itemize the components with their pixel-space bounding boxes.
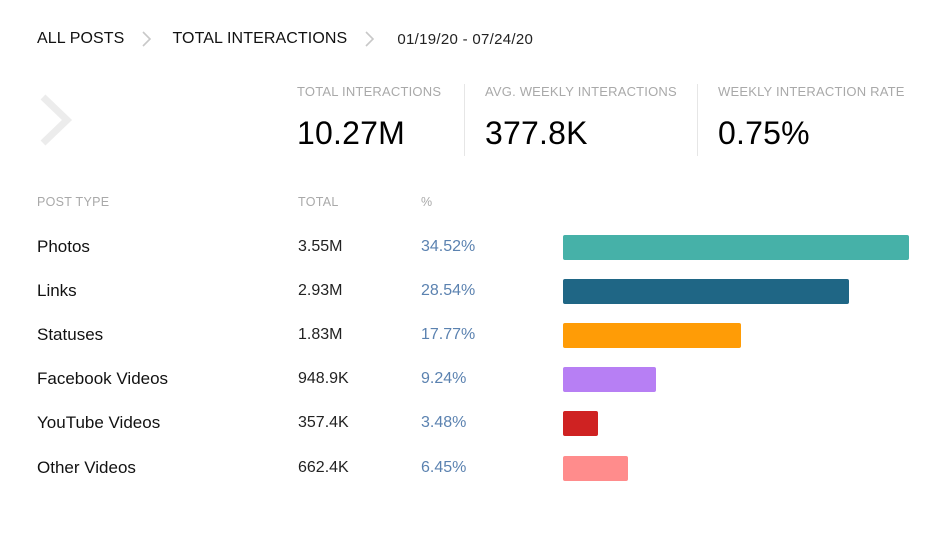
share-bar[interactable] — [563, 323, 742, 348]
column-header-total[interactable]: TOTAL — [298, 195, 339, 209]
percent-value: 3.48% — [421, 414, 467, 431]
metric-value: 0.75% — [718, 115, 810, 151]
metric-label: AVG. WEEKLY INTERACTIONS — [485, 84, 677, 99]
post-type-label: Statuses — [37, 325, 104, 344]
post-type-label: YouTube Videos — [37, 413, 161, 432]
table-row[interactable]: Other Videos 662.4K 6.45% — [0, 456, 942, 482]
breadcrumb-all-posts[interactable]: ALL POSTS — [37, 30, 125, 47]
table-row[interactable]: Photos 3.55M 34.52% — [0, 235, 942, 261]
post-type-label: Photos — [37, 237, 90, 256]
chevron-right-icon — [365, 31, 375, 47]
total-value: 357.4K — [298, 414, 349, 431]
chevron-right-icon[interactable] — [38, 92, 74, 148]
percent-value: 17.77% — [421, 326, 476, 343]
total-value: 662.4K — [298, 459, 349, 476]
metric-divider — [697, 84, 698, 156]
post-type-label: Other Videos — [37, 458, 136, 477]
metric-label: WEEKLY INTERACTION RATE — [718, 84, 905, 99]
percent-value: 34.52% — [421, 238, 476, 255]
share-bar[interactable] — [563, 367, 656, 392]
table-row[interactable]: YouTube Videos 357.4K 3.48% — [0, 411, 942, 437]
metric-divider — [464, 84, 465, 156]
chevron-right-icon — [142, 31, 152, 47]
metric-weekly-interaction-rate: WEEKLY INTERACTION RATE 0.75% — [718, 84, 905, 152]
breadcrumb-total-interactions[interactable]: TOTAL INTERACTIONS — [172, 30, 348, 47]
share-bar[interactable] — [563, 456, 628, 481]
total-value: 3.55M — [298, 238, 343, 255]
share-bar[interactable] — [563, 411, 598, 436]
total-value: 2.93M — [298, 282, 343, 299]
percent-value: 9.24% — [421, 370, 467, 387]
date-range[interactable]: 01/19/20 - 07/24/20 — [397, 30, 534, 48]
column-header-post-type[interactable]: POST TYPE — [37, 195, 110, 209]
metric-value: 10.27M — [297, 115, 405, 151]
total-value: 948.9K — [298, 370, 349, 387]
table-row[interactable]: Facebook Videos 948.9K 9.24% — [0, 367, 942, 393]
percent-value: 6.45% — [421, 459, 467, 476]
post-type-label: Links — [37, 281, 77, 300]
post-type-label: Facebook Videos — [37, 369, 169, 388]
metric-label: TOTAL INTERACTIONS — [297, 84, 442, 99]
total-value: 1.83M — [298, 326, 343, 343]
share-bar[interactable] — [563, 279, 850, 304]
metric-total-interactions: TOTAL INTERACTIONS 10.27M — [297, 84, 441, 152]
breadcrumb: ALL POSTS TOTAL INTERACTIONS 01/19/20 - … — [37, 28, 533, 50]
percent-value: 28.54% — [421, 282, 476, 299]
column-header-percent[interactable]: % — [421, 195, 433, 209]
share-bar[interactable] — [563, 235, 909, 260]
metric-avg-weekly-interactions: AVG. WEEKLY INTERACTIONS 377.8K — [485, 84, 677, 152]
table-row[interactable]: Statuses 1.83M 17.77% — [0, 323, 942, 349]
table-row[interactable]: Links 2.93M 28.54% — [0, 279, 942, 305]
metric-value: 377.8K — [485, 115, 588, 151]
